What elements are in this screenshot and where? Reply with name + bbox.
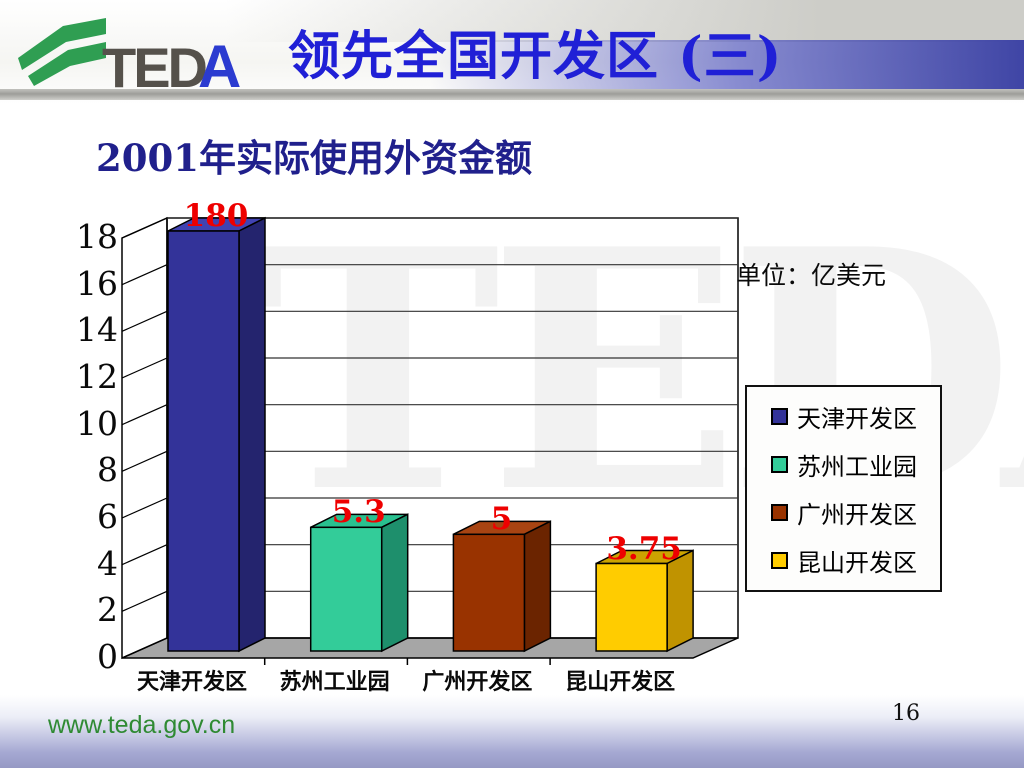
teda-logo-text: TEDA: [102, 32, 241, 101]
slide-title: 领先全国开发区 (三): [288, 26, 783, 87]
chart-legend: 天津开发区苏州工业园广州开发区昆山开发区: [745, 385, 942, 592]
legend-item: 苏州工业园: [771, 447, 940, 482]
logo-a-letter: A: [198, 33, 242, 100]
teda-flag-icon: [18, 18, 106, 86]
website-link[interactable]: www.teda.gov.cn: [48, 711, 236, 739]
slide-header: TEDA 领先全国开发区 (三): [0, 0, 1024, 104]
logo-ted-letters: TED: [102, 36, 208, 99]
legend-swatch-icon: [771, 551, 788, 569]
legend-label: 广州开发区: [797, 500, 917, 529]
legend-label: 苏州工业园: [797, 453, 917, 482]
chart-title: 2001年实际使用外资金额: [96, 136, 532, 180]
header-gray-strip: [0, 0, 1024, 42]
header-divider: [0, 89, 1024, 100]
unit-label: 单位：亿美元: [736, 261, 887, 290]
legend-item: 天津开发区: [771, 399, 940, 434]
page-number: 16: [892, 701, 920, 726]
legend-item: 广州开发区: [771, 495, 940, 530]
legend-item: 昆山开发区: [771, 543, 940, 578]
teda-logo: TEDA: [8, 8, 258, 100]
legend-swatch-icon: [771, 408, 788, 426]
header-blue-band: [0, 40, 1024, 90]
legend-label: 昆山开发区: [797, 548, 917, 577]
legend-label: 天津开发区: [797, 405, 917, 434]
legend-swatch-icon: [771, 503, 788, 521]
legend-swatch-icon: [771, 456, 788, 474]
slide-footer: www.teda.gov.cn 16: [0, 695, 1024, 768]
